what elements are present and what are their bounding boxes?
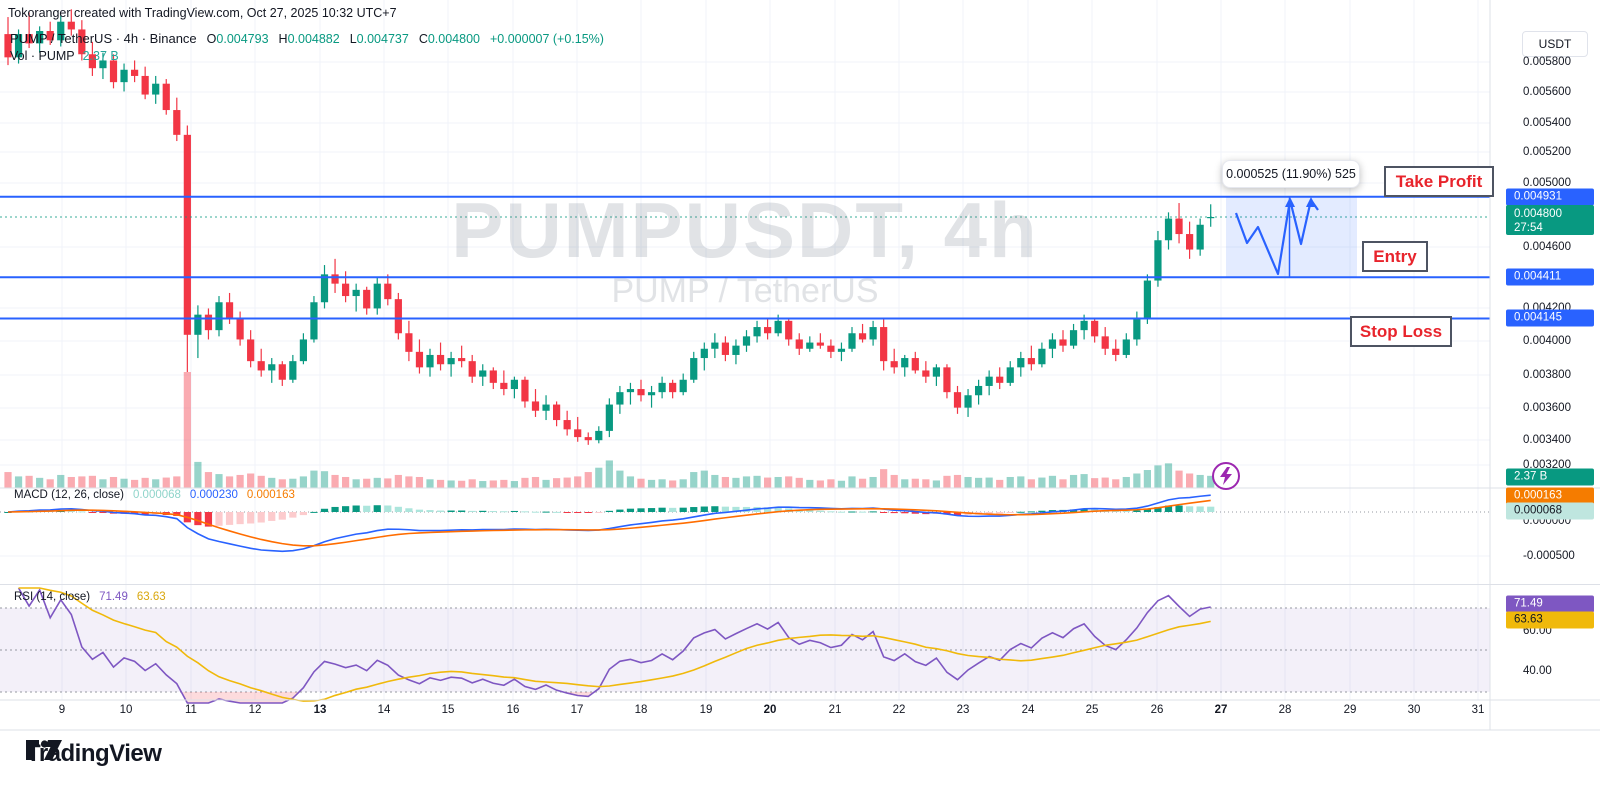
- price-badge: 0.004931: [1506, 188, 1594, 206]
- price-tick: 0.003800: [1523, 369, 1571, 381]
- price-tick: 0.005400: [1523, 117, 1571, 129]
- macd-title: MACD: [14, 489, 48, 501]
- price-tick: 40.00: [1523, 665, 1552, 677]
- symbol-legend[interactable]: PUMP / TetherUS · 4h · Binance O0.004793…: [10, 31, 604, 46]
- time-tick: 20: [763, 704, 777, 716]
- price-badge: 2.37 B: [1506, 468, 1594, 486]
- macd-params: (12, 26, close): [51, 489, 124, 501]
- time-tick: 30: [1407, 704, 1421, 716]
- price-tick: 0.005200: [1523, 146, 1571, 158]
- measure-tooltip: 0.000525 (11.90%) 525: [1222, 160, 1360, 188]
- time-tick: 22: [892, 704, 906, 716]
- price-badge: 0.004145: [1506, 309, 1594, 327]
- rsi-ma-value: 63.63: [136, 591, 166, 603]
- time-tick: 21: [828, 704, 842, 716]
- tradingview-logo[interactable]: TradingView: [26, 740, 162, 768]
- time-tick: 26: [1150, 704, 1164, 716]
- volume-label: Vol · PUMP: [10, 49, 75, 63]
- time-tick: 9: [58, 704, 66, 716]
- price-badge: 0.000068: [1506, 502, 1594, 520]
- time-tick: 25: [1085, 704, 1099, 716]
- low-value: 0.004737: [356, 32, 409, 46]
- time-tick: 17: [570, 704, 584, 716]
- price-tick: 0.004000: [1523, 335, 1571, 347]
- time-tick: 29: [1343, 704, 1357, 716]
- price-tick: 0.004600: [1523, 241, 1571, 253]
- currency-toggle-button[interactable]: USDT: [1522, 31, 1588, 57]
- price-tick: 0.003400: [1523, 434, 1571, 446]
- rsi-legend[interactable]: RSI (14, close) 71.49 63.63: [14, 591, 166, 603]
- time-tick: 12: [248, 704, 262, 716]
- high-value: 0.004882: [287, 32, 340, 46]
- change-value: +0.000007 (+0.15%): [489, 32, 604, 46]
- price-badge: 0.004411: [1506, 268, 1594, 286]
- price-badge: 0.004800 27:54: [1506, 205, 1594, 235]
- time-tick: 23: [956, 704, 970, 716]
- macd-legend[interactable]: MACD (12, 26, close) 0.000068 0.000230 0…: [14, 489, 295, 501]
- price-tick: 0.003200: [1523, 459, 1571, 471]
- price-tick: 0.003600: [1523, 402, 1571, 414]
- time-tick: 27: [1214, 704, 1228, 716]
- price-badge: 0.000163: [1506, 487, 1594, 505]
- take-profit-label[interactable]: Take Profit: [1384, 166, 1494, 197]
- price-badge: 71.49: [1506, 595, 1594, 613]
- rsi-params: (14, close): [36, 591, 91, 603]
- tradingview-logo-icon: [26, 740, 62, 760]
- price-badge: 63.63: [1506, 611, 1594, 629]
- time-tick: 13: [313, 704, 327, 716]
- time-tick: 15: [441, 704, 455, 716]
- time-tick: 16: [506, 704, 520, 716]
- price-tick: 0.005600: [1523, 86, 1571, 98]
- stop-loss-label[interactable]: Stop Loss: [1350, 316, 1452, 347]
- time-tick: 11: [185, 704, 197, 716]
- high-label: H: [278, 32, 288, 46]
- time-tick: 14: [377, 704, 391, 716]
- rsi-value: 71.49: [99, 591, 128, 603]
- price-tick: -0.000500: [1523, 550, 1575, 562]
- low-label: L: [349, 32, 357, 46]
- open-value: 0.004793: [216, 32, 269, 46]
- time-tick: 19: [699, 704, 713, 716]
- credit-line: Tokoranger created with TradingView.com,…: [8, 6, 397, 20]
- close-label: C: [418, 32, 428, 46]
- volume-value: 2.37 B: [82, 49, 119, 63]
- volume-legend[interactable]: Vol · PUMP 2.37 B: [10, 49, 119, 63]
- macd-signal-value: 0.000163: [246, 489, 295, 501]
- time-tick: 28: [1278, 704, 1292, 716]
- entry-label[interactable]: Entry: [1362, 241, 1428, 272]
- time-tick: 10: [119, 704, 133, 716]
- macd-hist-value: 0.000068: [132, 489, 181, 501]
- rsi-title: RSI: [14, 591, 34, 603]
- open-label: O: [206, 32, 217, 46]
- time-tick: 24: [1021, 704, 1035, 716]
- price-tick: 0.005000: [1523, 177, 1571, 189]
- price-tick: 0.005800: [1523, 56, 1571, 68]
- lightning-icon[interactable]: [1212, 462, 1240, 490]
- symbol-title[interactable]: PUMP / TetherUS · 4h · Binance: [10, 31, 197, 46]
- time-tick: 18: [634, 704, 648, 716]
- macd-line-value: 0.000230: [189, 489, 238, 501]
- time-tick: 31: [1471, 704, 1485, 716]
- close-value: 0.004800: [427, 32, 480, 46]
